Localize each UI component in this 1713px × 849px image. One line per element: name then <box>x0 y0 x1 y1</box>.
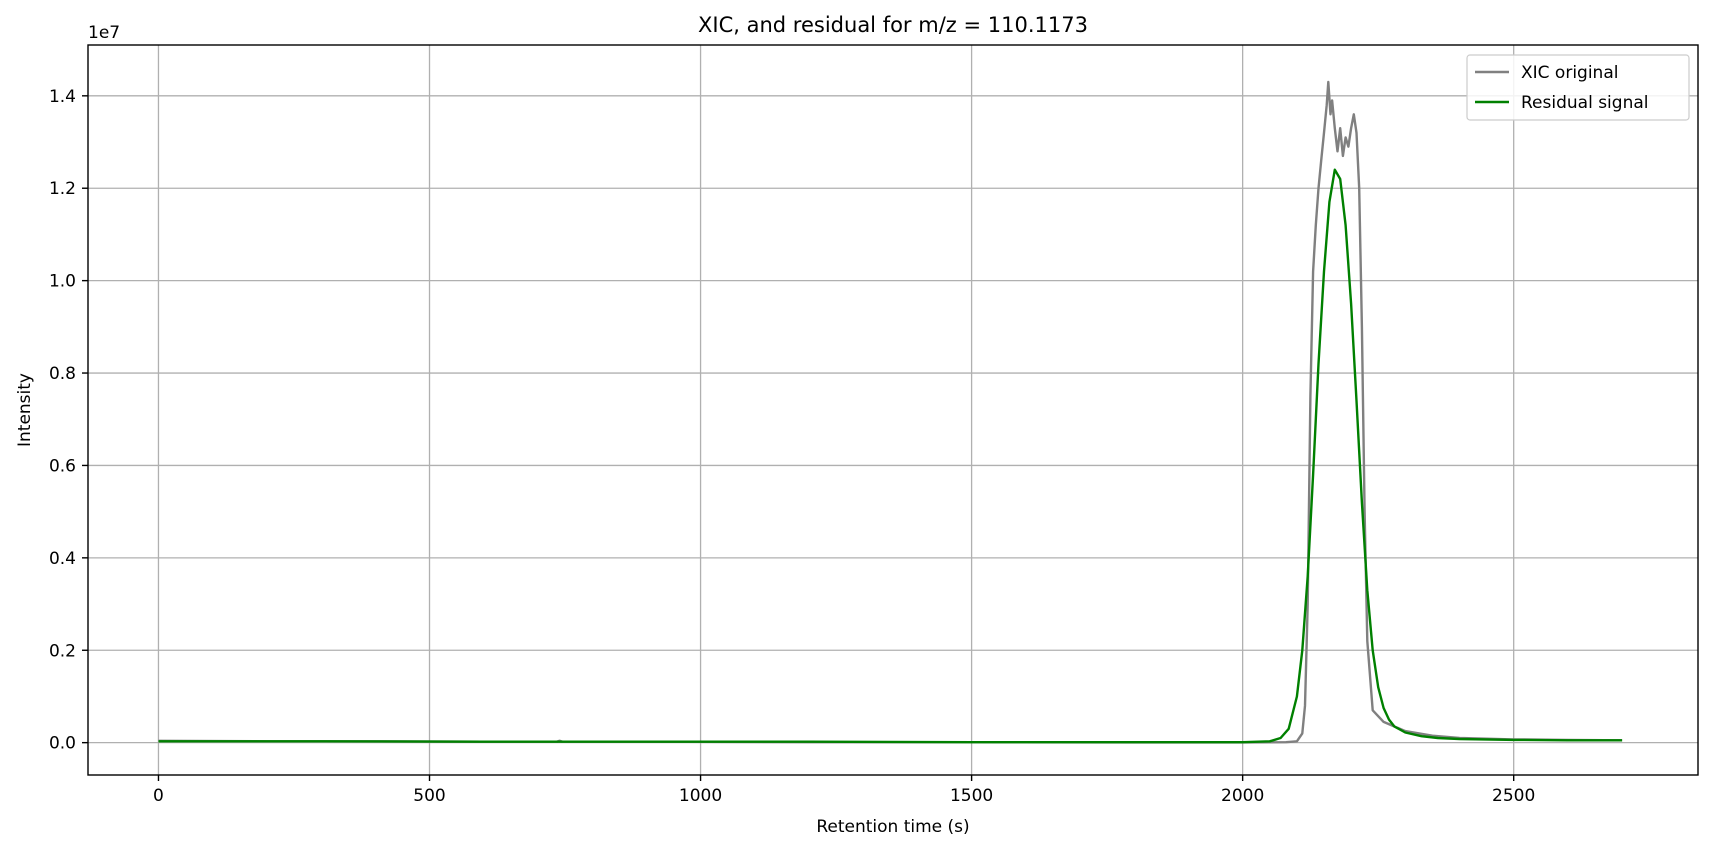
grid-lines <box>88 45 1698 775</box>
x-tick-label: 1500 <box>950 786 993 806</box>
legend-entry: Residual signal <box>1521 93 1648 113</box>
x-tick-label: 2500 <box>1492 786 1535 806</box>
y-tick-label: 0.4 <box>49 549 76 569</box>
x-tick-label: 1000 <box>679 786 722 806</box>
y-tick-label: 1.2 <box>49 179 76 199</box>
y-tick-label: 0.0 <box>49 734 76 754</box>
x-tick-label: 0 <box>153 786 164 806</box>
axis-ticks: 0 500 1000 1500 2000 2500 0.0 0.2 0.4 0.6 0.8 1.0 1.… <box>49 87 1535 806</box>
series-line-residual-signal <box>158 168 1623 744</box>
legend-entry: XIC original <box>1521 63 1618 83</box>
y-tick-label: 0.2 <box>49 641 76 661</box>
y-tick-label: 1.0 <box>49 272 76 292</box>
x-tick-label: 2000 <box>1221 786 1264 806</box>
y-tick-label: 0.6 <box>49 456 76 476</box>
y-tick-label: 0.8 <box>49 364 76 384</box>
series-lines <box>158 80 1623 744</box>
x-axis-label: Retention time (s) <box>816 817 969 837</box>
legend: XIC original Residual signal <box>1466 54 1690 121</box>
plot-frame <box>87 44 1699 776</box>
series-line-xic-original <box>158 80 1623 744</box>
y-tick-label: 1.4 <box>49 87 76 107</box>
legend-box <box>1466 54 1690 121</box>
y-axis-label: Intensity <box>15 373 35 447</box>
chart-title: XIC, and residual for m/z = 110.1173 <box>698 13 1088 37</box>
y-offset-label: 1e7 <box>88 23 120 43</box>
x-tick-label: 500 <box>413 786 445 806</box>
